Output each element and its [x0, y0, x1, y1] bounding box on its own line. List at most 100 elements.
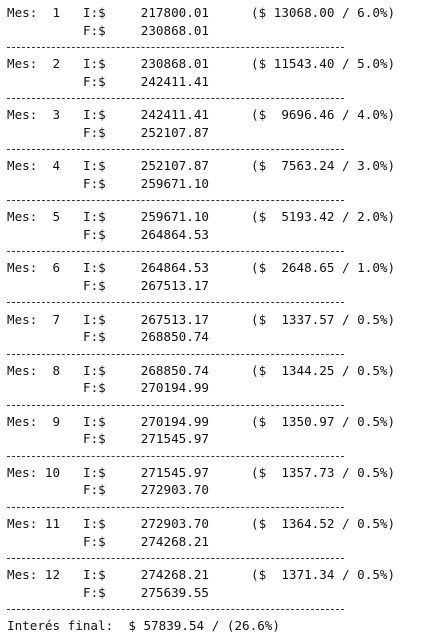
- final-amount: 242411.41: [140, 73, 209, 89]
- final-label: F:$: [83, 329, 106, 345]
- initial-label: I:$: [83, 260, 106, 276]
- month-label: Mes: 10: [7, 464, 61, 480]
- final-amount-line: F:$ 230868.01: [7, 22, 422, 40]
- month-label: Mes: 9: [7, 413, 61, 429]
- month-block: Mes: 1 I:$ 217800.01 ($ 13068.00 / 6.0%) F:$…: [7, 4, 422, 55]
- initial-amount: 217800.01: [140, 5, 209, 20]
- final-label: F:$: [83, 431, 106, 447]
- interest-detail: ($ 1344.25 / 0.5%): [251, 362, 396, 378]
- initial-line: Mes: 7 I:$ 267513.17 ($ 1337.57 / 0.5%): [7, 311, 422, 329]
- month-block: Mes: 5 I:$ 259671.10 ($ 5193.42 / 2.0%) F:$ 2…: [7, 208, 422, 259]
- initial-label: I:$: [83, 107, 106, 123]
- final-amount: 271545.97: [140, 431, 209, 447]
- month-block: Mes: 10 I:$ 271545.97 ($ 1357.73 / 0.5%) F:$…: [7, 464, 422, 515]
- final-amount: 252107.87: [140, 124, 209, 140]
- initial-line: Mes: 2 I:$ 230868.01 ($ 11543.40 / 5.0%): [7, 55, 422, 73]
- initial-amount: 270194.99: [140, 413, 209, 429]
- initial-amount: 274268.21: [140, 567, 209, 583]
- interest-detail: ($ 1357.73 / 0.5%): [251, 464, 396, 480]
- interest-detail: ($ 9696.46 / 4.0%): [251, 107, 396, 123]
- month-block: Mes: 12 I:$ 274268.21 ($ 1371.34 / 0.5%) F:$…: [7, 566, 422, 617]
- final-amount-line: F:$ 271545.97: [7, 430, 422, 448]
- final-amount-line: F:$ 267513.17: [7, 277, 422, 295]
- dashed-separator: [7, 47, 344, 48]
- month-rows: Mes: 1 I:$ 217800.01 ($ 13068.00 / 6.0%) F:$…: [7, 4, 422, 617]
- month-label: Mes: 7: [7, 311, 61, 327]
- initial-amount: 259671.10: [140, 209, 209, 225]
- dashed-separator: [7, 506, 344, 508]
- final-amount: 267513.17: [140, 278, 209, 294]
- interest-detail: ($ 13068.00 / 6.0%): [251, 5, 396, 20]
- final-amount-line: F:$ 264864.53: [7, 226, 422, 244]
- final-amount-line: F:$ 252107.87: [7, 124, 422, 142]
- final-label: F:$: [83, 124, 106, 140]
- final-label: F:$: [83, 73, 106, 89]
- final-label: F:$: [83, 584, 106, 600]
- initial-label: I:$: [83, 56, 106, 72]
- final-label: F:$: [83, 175, 106, 191]
- initial-label: I:$: [83, 515, 106, 531]
- interest-detail: ($ 1350.97 / 0.5%): [251, 413, 396, 429]
- final-amount: 270194.99: [140, 380, 209, 396]
- month-block: Mes: 6 I:$ 264864.53 ($ 2648.65 / 1.0%) F:$ 2…: [7, 259, 422, 310]
- interest-detail: ($ 2648.65 / 1.0%): [251, 260, 396, 276]
- interest-detail: ($ 1371.34 / 0.5%): [251, 567, 396, 583]
- final-amount: 272903.70: [140, 482, 209, 498]
- final-amount: 264864.53: [140, 226, 209, 242]
- month-block: Mes: 3 I:$ 242411.41 ($ 9696.46 / 4.0%) F:$ 2…: [7, 106, 422, 157]
- initial-line: Mes: 10 I:$ 271545.97 ($ 1357.73 / 0.5%): [7, 464, 422, 482]
- final-label: F:$: [83, 22, 106, 38]
- initial-amount: 271545.97: [140, 464, 209, 480]
- month-label: Mes: 2: [7, 56, 61, 72]
- dashed-separator: [7, 200, 344, 202]
- month-label: Mes: 6: [7, 260, 61, 276]
- initial-label: I:$: [83, 567, 106, 583]
- month-label: Mes: 12: [7, 567, 61, 583]
- final-label: F:$: [83, 533, 106, 549]
- month-label: Mes: 3: [7, 107, 61, 123]
- initial-label: I:$: [83, 413, 106, 429]
- month-block: Mes: 11 I:$ 272903.70 ($ 1364.52 / 0.5%) F:$…: [7, 515, 422, 566]
- initial-amount: 230868.01: [140, 56, 209, 72]
- final-amount: 275639.55: [140, 584, 209, 600]
- initial-amount: 272903.70: [140, 515, 209, 531]
- final-amount-line: F:$ 272903.70: [7, 481, 422, 499]
- initial-amount: 242411.41: [140, 107, 209, 123]
- initial-amount: 252107.87: [140, 158, 209, 174]
- month-label: Mes: 5: [7, 209, 61, 225]
- interest-detail: ($ 11543.40 / 5.0%): [251, 56, 396, 72]
- final-amount-line: F:$ 268850.74: [7, 328, 422, 346]
- month-label: Mes: 11: [7, 515, 61, 531]
- terminal-output: Mes: 1 I:$ 217800.01 ($ 13068.00 / 6.0%) F:$…: [7, 4, 422, 635]
- interest-detail: ($ 5193.42 / 2.0%): [251, 209, 396, 225]
- initial-line: Mes: 9 I:$ 270194.99 ($ 1350.97 / 0.5%): [7, 413, 422, 431]
- initial-label: I:$: [83, 362, 106, 378]
- final-label: F:$: [83, 226, 106, 242]
- initial-amount: 268850.74: [140, 362, 209, 378]
- final-amount-line: F:$ 259671.10: [7, 175, 422, 193]
- initial-label: I:$: [83, 464, 106, 480]
- final-amount: 259671.10: [140, 175, 209, 191]
- initial-amount: 267513.17: [140, 311, 209, 327]
- dashed-separator: [7, 353, 344, 355]
- final-amount-line: F:$ 270194.99: [7, 379, 422, 397]
- final-amount: 274268.21: [140, 533, 209, 549]
- initial-label: I:$: [83, 311, 106, 327]
- initial-label: I:$: [83, 158, 106, 174]
- final-interest-line: Interés final: $ 57839.54 / (26.6%): [7, 618, 280, 634]
- initial-line: Mes: 11 I:$ 272903.70 ($ 1364.52 / 0.5%): [7, 515, 422, 533]
- dashed-separator: [7, 251, 344, 253]
- final-amount: 268850.74: [140, 329, 209, 345]
- final-amount-line: F:$ 274268.21: [7, 533, 422, 551]
- dashed-separator: [7, 302, 344, 304]
- month-block: Mes: 9 I:$ 270194.99 ($ 1350.97 / 0.5%) F:$ 2…: [7, 413, 422, 464]
- initial-line: Mes: 4 I:$ 252107.87 ($ 7563.24 / 3.0%): [7, 157, 422, 175]
- month-label: Mes: 4: [7, 158, 61, 174]
- dashed-separator: [7, 149, 344, 151]
- month-block: Mes: 2 I:$ 230868.01 ($ 11543.40 / 5.0%) F:$…: [7, 55, 422, 106]
- final-label: F:$: [83, 278, 106, 294]
- month-block: Mes: 7 I:$ 267513.17 ($ 1337.57 / 0.5%) F:$ 2…: [7, 311, 422, 362]
- initial-label: I:$: [83, 5, 106, 20]
- interest-detail: ($ 7563.24 / 3.0%): [251, 158, 396, 174]
- month-block: Mes: 4 I:$ 252107.87 ($ 7563.24 / 3.0%) F:$ 2…: [7, 157, 422, 208]
